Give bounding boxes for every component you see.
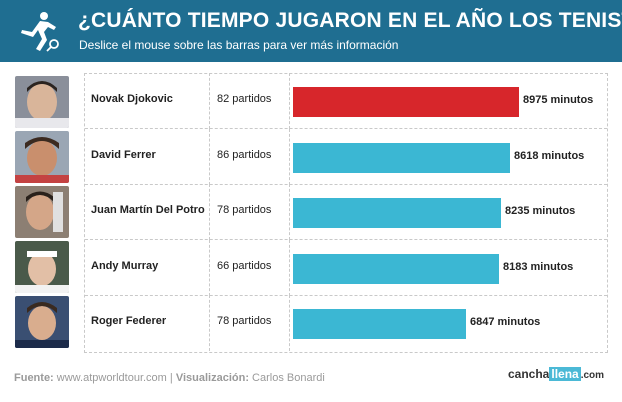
column-divider <box>209 239 210 296</box>
page-subtitle: Deslice el mouse sobre las barras para v… <box>79 38 399 52</box>
matches-count: 82 partidos <box>217 93 272 105</box>
matches-count: 78 partidos <box>217 204 272 216</box>
brand-part-1: cancha <box>508 367 550 381</box>
player-photo-federer <box>15 296 69 348</box>
player-name: Roger Federer <box>91 315 167 327</box>
viz-value: Carlos Bonardi <box>252 372 325 384</box>
brand-part-3: .com <box>580 370 605 381</box>
player-name: David Ferrer <box>91 148 156 161</box>
matches-count: 86 partidos <box>217 148 272 161</box>
table-row: Andy Murray 66 partidos 8183 minutos <box>85 239 607 296</box>
matches-count: 78 partidos <box>217 315 272 327</box>
minutes-bar[interactable] <box>293 309 466 339</box>
table-row: Novak Djokovic 82 partidos 8975 minutos <box>85 73 607 129</box>
minutes-bar[interactable] <box>293 198 501 228</box>
chart-panel <box>84 73 608 353</box>
brand-part-2: llena <box>549 367 581 381</box>
column-divider <box>289 239 290 296</box>
table-row: Juan Martín Del Potro 78 partidos 8235 min… <box>85 184 607 240</box>
column-divider <box>289 128 290 185</box>
bar-value-label: 8183 minutos <box>503 260 574 273</box>
row-divider <box>85 294 607 296</box>
player-photo-ferrer <box>15 131 69 183</box>
column-divider <box>289 184 290 240</box>
viz-label: Visualización: <box>175 372 249 384</box>
column-divider <box>209 184 210 240</box>
player-name: Juan Martín Del Potro <box>91 204 205 216</box>
column-divider <box>289 295 290 351</box>
column-divider <box>209 295 210 351</box>
player-name: Andy Murray <box>91 259 159 272</box>
minutes-bar[interactable] <box>293 87 519 117</box>
column-divider <box>209 128 210 185</box>
footer-separator: | <box>169 372 173 384</box>
page-title: ¿CUÁNTO TIEMPO JUGARON EN EL AÑO LOS TEN… <box>78 9 622 32</box>
column-divider <box>289 73 290 129</box>
matches-count: 66 partidos <box>217 259 272 272</box>
minutes-bar[interactable] <box>293 253 499 284</box>
bar-value-label: 8975 minutos <box>523 94 594 106</box>
tennis-player-icon <box>21 12 59 52</box>
player-photo-del-potro <box>15 186 69 238</box>
bar-value-label: 8618 minutos <box>514 149 585 162</box>
brand-logo: cancha llena .com <box>508 367 612 389</box>
header-banner: ¿CUÁNTO TIEMPO JUGARON EN EL AÑO LOS TEN… <box>0 0 622 62</box>
column-divider <box>209 73 210 129</box>
source-label: Fuente: <box>14 372 54 384</box>
minutes-bar[interactable] <box>293 142 510 173</box>
row-divider <box>85 128 607 129</box>
row-divider <box>85 183 607 185</box>
bar-value-label: 8235 minutos <box>505 205 576 217</box>
player-photo-murray <box>15 241 69 293</box>
row-divider <box>85 239 607 240</box>
table-row: David Ferrer 86 partidos 8618 minutos <box>85 128 607 185</box>
footer-credits: Fuente: www.atpworldtour.com | Visualiza… <box>14 372 325 384</box>
source-value: www.atpworldtour.com <box>56 372 167 384</box>
bar-value-label: 6847 minutos <box>470 316 541 328</box>
player-photo-djokovic <box>15 76 69 128</box>
player-name: Novak Djokovic <box>91 93 173 105</box>
table-row: Roger Federer 78 partidos 6847 minutos <box>85 295 607 351</box>
